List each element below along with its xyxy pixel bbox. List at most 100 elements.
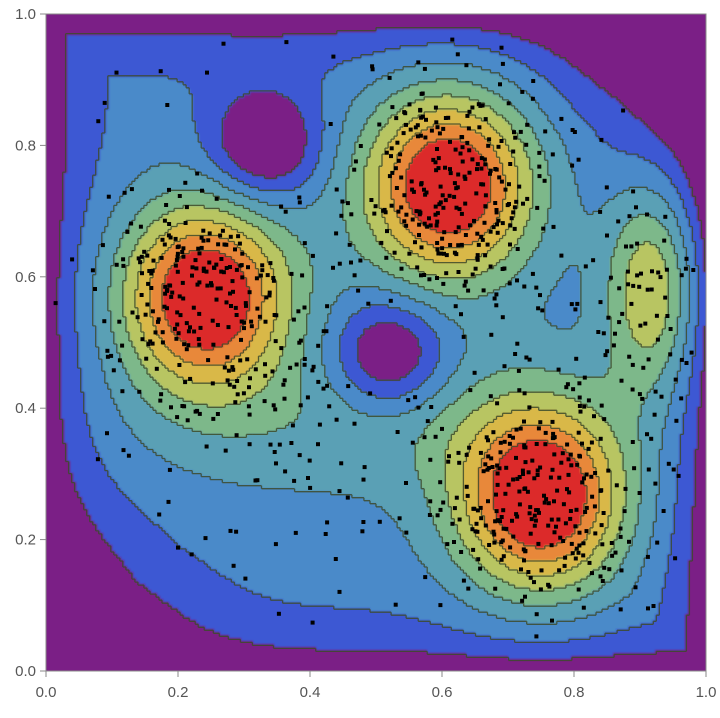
data-point: [498, 440, 503, 445]
data-point: [437, 131, 442, 136]
data-point: [546, 501, 551, 506]
data-point: [345, 201, 350, 206]
data-point: [562, 563, 567, 568]
data-point: [212, 265, 217, 270]
data-point: [271, 276, 276, 280]
data-point: [425, 224, 430, 229]
data-point: [587, 560, 592, 565]
data-point: [568, 509, 573, 513]
data-point: [495, 401, 500, 406]
data-point: [395, 430, 400, 434]
data-point: [476, 557, 481, 562]
data-point: [487, 137, 492, 142]
data-point: [185, 418, 190, 423]
data-point: [645, 212, 649, 217]
data-point: [231, 289, 235, 294]
data-point: [452, 181, 457, 186]
data-point: [415, 265, 420, 270]
data-point: [192, 329, 197, 334]
data-point: [473, 529, 478, 534]
data-point: [433, 160, 438, 165]
data-point: [302, 241, 307, 246]
data-point: [538, 293, 542, 298]
data-point: [105, 354, 110, 359]
data-point: [507, 441, 512, 446]
data-point: [184, 205, 189, 210]
data-point: [260, 268, 265, 273]
data-point: [501, 508, 506, 513]
data-point: [652, 412, 657, 417]
data-point: [435, 247, 440, 252]
data-point: [160, 237, 165, 242]
data-point: [577, 381, 582, 386]
data-point: [138, 224, 143, 229]
data-point: [523, 594, 527, 599]
data-point: [574, 546, 579, 551]
data-point: [228, 265, 232, 269]
data-point: [550, 419, 555, 424]
data-point: [464, 484, 469, 489]
data-point: [497, 466, 502, 471]
data-point: [419, 273, 423, 278]
data-point: [160, 330, 165, 335]
data-point: [583, 510, 588, 514]
data-point: [218, 286, 223, 291]
data-point: [478, 505, 483, 510]
data-point: [373, 204, 378, 209]
data-point: [282, 396, 287, 401]
data-point: [120, 343, 125, 348]
data-point: [130, 310, 135, 315]
data-point: [542, 178, 547, 183]
data-point: [573, 307, 578, 312]
data-point: [142, 249, 147, 254]
data-point: [580, 441, 584, 446]
data-point: [537, 150, 542, 155]
data-point: [589, 474, 594, 479]
data-point: [253, 367, 258, 372]
data-point: [239, 337, 243, 342]
data-point: [448, 171, 453, 176]
data-point: [226, 368, 231, 373]
data-point: [517, 475, 522, 479]
data-point: [413, 240, 417, 245]
data-point: [311, 364, 316, 369]
data-point: [291, 317, 296, 322]
data-point: [522, 391, 527, 396]
data-point: [673, 377, 678, 382]
data-point: [520, 89, 525, 94]
data-point: [389, 203, 394, 208]
data-point: [334, 231, 339, 236]
data-point: [184, 347, 189, 352]
data-point: [403, 111, 408, 116]
data-point: [188, 376, 193, 381]
data-point: [583, 264, 588, 269]
data-point: [616, 219, 621, 224]
data-point: [358, 258, 363, 263]
data-point: [282, 378, 287, 383]
data-point: [520, 468, 525, 473]
data-point: [169, 294, 174, 299]
data-point: [556, 367, 561, 372]
data-point: [337, 489, 342, 494]
data-point: [242, 326, 246, 331]
data-point: [528, 531, 533, 536]
data-point: [395, 140, 400, 145]
data-point: [509, 216, 514, 221]
data-point: [384, 255, 389, 260]
data-point: [384, 150, 389, 155]
data-point: [352, 167, 357, 172]
data-point: [472, 506, 477, 511]
data-point: [552, 452, 557, 457]
data-point: [495, 518, 500, 523]
data-point: [273, 542, 278, 547]
data-point: [206, 238, 211, 243]
data-point: [634, 205, 638, 210]
data-point: [494, 303, 499, 308]
data-point: [609, 541, 614, 545]
data-point: [532, 476, 537, 481]
data-point: [504, 465, 509, 470]
data-point: [488, 264, 493, 269]
data-point: [235, 392, 240, 397]
data-point: [637, 284, 642, 289]
data-point: [121, 448, 126, 453]
